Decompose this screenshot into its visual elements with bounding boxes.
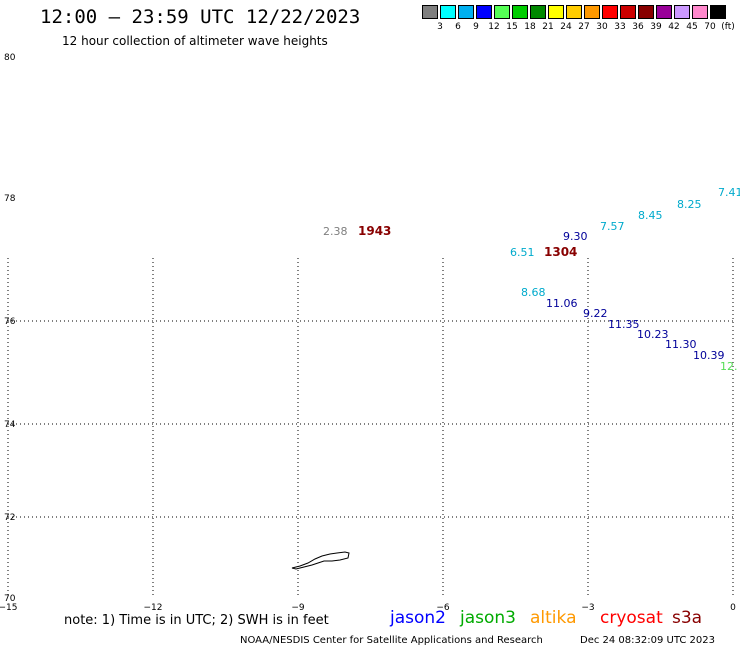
legend-label: 27 bbox=[578, 22, 590, 32]
wave-height-reading: 8.45 bbox=[638, 209, 663, 222]
wave-height-reading: 12. bbox=[720, 360, 738, 373]
legend-swatch bbox=[530, 5, 546, 19]
wave-height-reading: 1943 bbox=[358, 224, 391, 238]
wave-height-reading: 8.68 bbox=[521, 286, 546, 299]
satellite-label-s3a: s3a bbox=[672, 608, 703, 628]
credit-agency: NOAA/NESDIS Center for Satellite Applica… bbox=[240, 635, 543, 646]
latitude-label: 72 bbox=[4, 513, 15, 523]
legend-swatch bbox=[458, 5, 474, 19]
satellite-label-cryosat: cryosat bbox=[600, 608, 663, 628]
legend-label: 33 bbox=[614, 22, 626, 32]
legend-label: 70 bbox=[704, 22, 716, 32]
map-grid bbox=[7, 258, 734, 598]
wave-height-reading: 2.38 bbox=[323, 225, 348, 238]
legend-swatch bbox=[674, 5, 690, 19]
island-outline bbox=[291, 551, 350, 570]
longitude-label: −3 bbox=[581, 603, 594, 613]
wave-height-reading: 6.51 bbox=[510, 246, 535, 259]
map-title: 12:00 – 23:59 UTC 12/22/2023 bbox=[40, 6, 361, 28]
legend-swatch bbox=[422, 5, 438, 19]
wave-height-reading: 11.35 bbox=[608, 318, 640, 331]
legend-label: 15 bbox=[506, 22, 518, 32]
legend-label: 21 bbox=[542, 22, 554, 32]
legend-swatch bbox=[476, 5, 492, 19]
legend-swatch bbox=[602, 5, 618, 19]
legend-swatch bbox=[692, 5, 708, 19]
latitude-label: 70 bbox=[4, 594, 16, 604]
legend-label: 3 bbox=[437, 22, 443, 32]
satellite-label-jason2: jason2 bbox=[390, 608, 446, 628]
latitude-label: 80 bbox=[4, 53, 16, 63]
wave-height-reading: 11.30 bbox=[665, 338, 697, 351]
map-subtitle: 12 hour collection of altimeter wave hei… bbox=[62, 34, 328, 48]
wave-height-reading: 10.23 bbox=[637, 328, 669, 341]
legend-unit: (ft) bbox=[721, 22, 735, 32]
satellite-label-altika: altika bbox=[530, 608, 577, 628]
longitude-label: −6 bbox=[436, 603, 450, 613]
latitude-label: 74 bbox=[4, 420, 16, 430]
legend-label: 30 bbox=[596, 22, 608, 32]
legend-label: 42 bbox=[668, 22, 680, 32]
wave-height-reading: 10.39 bbox=[693, 349, 725, 362]
longitude-label: −9 bbox=[291, 603, 305, 613]
legend-label: 24 bbox=[560, 22, 572, 32]
latitude-label: 78 bbox=[4, 194, 16, 204]
legend-swatch bbox=[512, 5, 528, 19]
wave-height-reading: 7.41 bbox=[718, 186, 740, 199]
legend-label: 36 bbox=[632, 22, 644, 32]
credit-timestamp: Dec 24 08:32:09 UTC 2023 bbox=[580, 635, 715, 646]
legend-swatch bbox=[656, 5, 672, 19]
legend-label: 9 bbox=[473, 22, 479, 32]
legend-swatch bbox=[584, 5, 600, 19]
legend-label: 45 bbox=[686, 22, 698, 32]
legend-swatch bbox=[620, 5, 636, 19]
legend-swatch bbox=[710, 5, 726, 19]
legend-swatch bbox=[638, 5, 654, 19]
legend-swatch bbox=[440, 5, 456, 19]
wave-height-reading: 7.57 bbox=[600, 220, 625, 233]
legend-label: 12 bbox=[488, 22, 500, 32]
legend-label: 39 bbox=[650, 22, 662, 32]
legend-label: 6 bbox=[455, 22, 461, 32]
wave-height-reading: 8.25 bbox=[677, 198, 702, 211]
legend-label: 18 bbox=[524, 22, 536, 32]
longitude-label: −15 bbox=[0, 603, 18, 613]
latitude-label: 76 bbox=[4, 317, 16, 327]
legend-swatch bbox=[494, 5, 510, 19]
legend-swatch bbox=[548, 5, 564, 19]
satellite-label-jason3: jason3 bbox=[460, 608, 516, 628]
wave-height-reading: 9.22 bbox=[583, 307, 608, 320]
legend-swatch bbox=[566, 5, 582, 19]
footer-note: note: 1) Time is in UTC; 2) SWH is in fe… bbox=[64, 613, 329, 628]
longitude-label: 0 bbox=[730, 603, 736, 613]
longitude-label: −12 bbox=[144, 603, 163, 613]
wave-height-reading: 11.06 bbox=[546, 297, 578, 310]
wave-height-reading: 9.30 bbox=[563, 230, 588, 243]
wave-height-reading: 1304 bbox=[544, 245, 577, 259]
